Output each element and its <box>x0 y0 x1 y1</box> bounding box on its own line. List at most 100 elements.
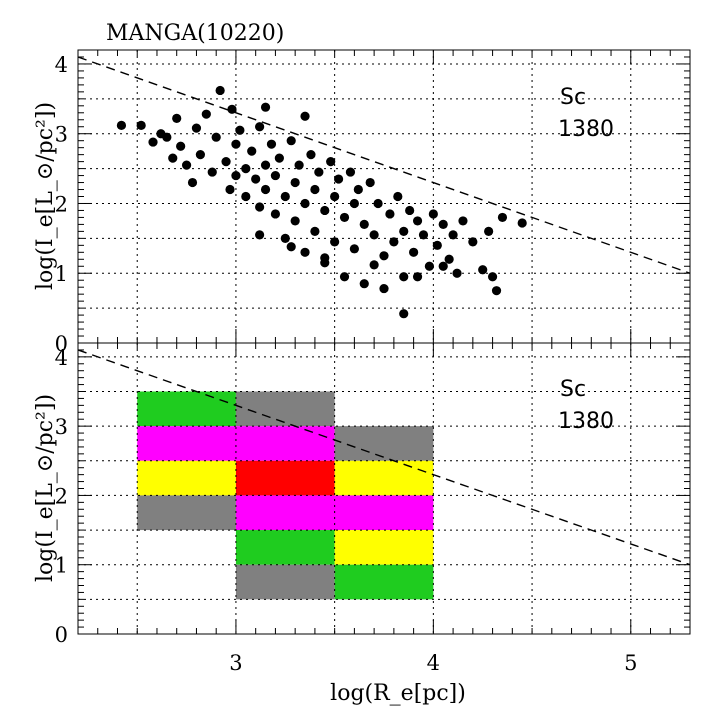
data-point <box>172 113 182 123</box>
data-point <box>286 242 296 252</box>
data-point <box>320 253 330 263</box>
data-point <box>255 122 265 132</box>
y-tick-label: 4 <box>55 346 68 370</box>
heatmap-cell <box>137 495 236 531</box>
data-point <box>517 218 527 228</box>
data-point <box>369 260 379 270</box>
data-point <box>379 283 389 294</box>
data-point <box>235 125 245 135</box>
data-point <box>389 237 399 247</box>
annotation-type: Sc <box>560 85 586 110</box>
data-point <box>424 261 435 271</box>
data-point <box>399 309 409 319</box>
data-point <box>438 261 448 271</box>
data-point <box>280 191 290 202</box>
x-tick-labels: 3 4 5 <box>229 651 637 675</box>
data-point <box>359 279 369 289</box>
data-point <box>310 226 320 236</box>
data-point <box>181 160 192 170</box>
grid <box>78 50 690 343</box>
scatter-points <box>116 85 527 319</box>
data-point <box>452 268 462 278</box>
data-point <box>136 120 146 130</box>
chart-title: MANGA(10220) <box>106 21 284 46</box>
scatter-panel: Sc 1380 0 1 2 3 4 log(I_e[L_⊙/pc²]) <box>33 49 691 356</box>
ticks <box>78 343 691 634</box>
data-point <box>241 191 251 202</box>
data-point <box>314 167 324 177</box>
data-point <box>148 137 158 147</box>
data-point <box>409 247 419 257</box>
data-point <box>215 85 225 96</box>
heatmap-cell <box>334 530 434 565</box>
data-point <box>270 170 281 181</box>
data-point <box>255 230 265 240</box>
data-point <box>487 272 498 282</box>
x-tick-label: 4 <box>427 651 440 675</box>
data-point <box>412 272 423 282</box>
data-point <box>290 177 300 188</box>
data-point <box>468 237 478 247</box>
data-point <box>255 202 265 212</box>
data-point <box>412 216 423 226</box>
data-point <box>491 286 502 296</box>
data-point <box>207 167 217 177</box>
heatmap-cell <box>137 391 236 427</box>
panel-frame <box>77 49 691 344</box>
data-point <box>349 244 359 254</box>
y-tick-label: 3 <box>55 415 68 439</box>
data-point <box>290 216 300 226</box>
data-point <box>168 153 178 163</box>
heatmap-cell <box>235 564 335 600</box>
y-tick-label: 2 <box>55 192 68 216</box>
grid <box>78 343 690 634</box>
heatmap-cell <box>137 460 236 496</box>
y-tick-label: 0 <box>55 332 68 356</box>
data-point <box>339 272 350 282</box>
data-point <box>373 198 383 209</box>
data-point <box>260 160 271 170</box>
data-point <box>211 132 221 142</box>
data-point <box>320 205 330 216</box>
data-point <box>280 233 290 243</box>
annotation-count: 1380 <box>558 409 614 434</box>
data-point <box>306 150 316 160</box>
data-point <box>300 111 310 121</box>
heatmap-cell <box>137 426 335 461</box>
annotation-type: Sc <box>560 377 586 402</box>
y-tick-label: 1 <box>55 262 68 286</box>
annotation-count: 1380 <box>558 117 614 142</box>
y-tick-label: 1 <box>55 554 68 578</box>
data-point <box>432 240 442 250</box>
data-point <box>310 184 320 195</box>
reference-line <box>77 349 691 566</box>
data-point <box>300 198 310 209</box>
heatmap-cell <box>334 460 434 496</box>
data-point <box>359 219 369 230</box>
data-point <box>225 184 235 195</box>
data-point <box>345 167 356 177</box>
data-point <box>330 191 340 202</box>
y-axis-title: log(I_e[L_⊙/pc²]) <box>33 102 58 290</box>
data-point <box>201 109 211 119</box>
y-tick-labels: 0 1 2 3 4 <box>55 346 68 647</box>
data-point <box>286 136 296 146</box>
data-point <box>187 177 198 188</box>
data-point <box>349 198 359 209</box>
data-point <box>379 251 389 261</box>
data-point <box>231 139 241 149</box>
data-point <box>270 209 281 219</box>
x-tick-label: 5 <box>624 651 637 675</box>
data-point <box>405 205 415 216</box>
data-point <box>294 160 304 170</box>
data-point <box>393 191 403 202</box>
data-point <box>339 212 350 223</box>
heatmap-cell <box>235 460 335 496</box>
data-point <box>266 139 277 149</box>
data-point <box>326 157 336 167</box>
y-tick-labels: 0 1 2 3 4 <box>55 53 68 356</box>
heatmap-cell <box>235 530 335 565</box>
data-point <box>251 174 261 184</box>
data-point <box>333 174 344 184</box>
